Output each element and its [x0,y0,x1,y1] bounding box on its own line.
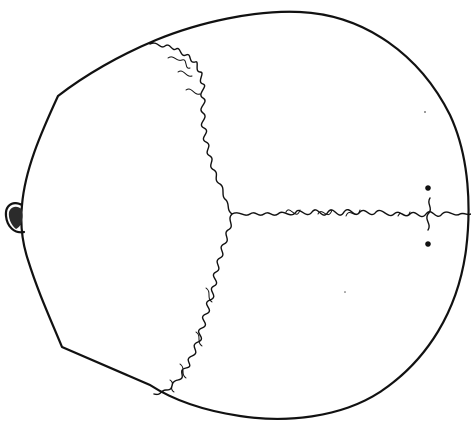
left-knob [4,202,26,234]
skull-outline [20,10,470,420]
speck [424,111,426,113]
horizontal-suture [231,209,471,218]
lower-dot [425,241,431,247]
upper-left-suture [149,42,233,215]
upper-dot [425,185,431,191]
upper-left-suture-detail [167,56,201,95]
lower-left-suture [153,213,233,396]
left-knob-shading [8,206,23,229]
lower-left-suture-detail [169,287,213,393]
speck [344,291,346,293]
right-crossing-mark [426,197,431,231]
horizontal-suture-detail [285,209,411,217]
